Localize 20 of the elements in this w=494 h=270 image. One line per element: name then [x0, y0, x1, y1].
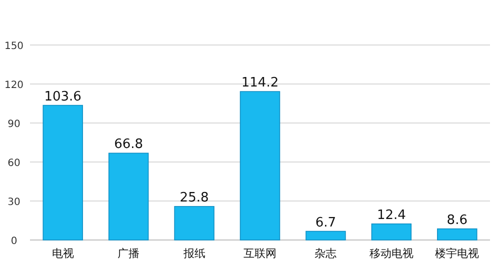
data-label: 114.2 [241, 76, 279, 91]
y-tick-label: 120 [4, 80, 24, 91]
data-label: 103.6 [44, 89, 82, 104]
y-tick-label: 30 [8, 197, 20, 208]
y-tick-label: 90 [8, 119, 20, 130]
data-label: 25.8 [180, 190, 209, 206]
data-label: 6.7 [315, 215, 336, 230]
y-tick-label: 60 [8, 158, 20, 169]
y-tick-label: 0 [10, 236, 18, 247]
data-label: 12.4 [376, 208, 406, 223]
x-tick-label: 广播 [118, 247, 140, 260]
y-tick-label: 150 [4, 41, 24, 52]
data-label: 8.6 [446, 212, 468, 228]
x-tick-label: 移动电视 [369, 247, 414, 260]
x-tick-label: 杂志 [314, 247, 337, 260]
x-tick-label: 楼宇电视 [435, 247, 480, 260]
x-tick-label: 互联网 [244, 247, 276, 260]
x-tick-label: 电视 [52, 247, 74, 260]
data-label: 66.8 [114, 137, 144, 152]
x-tick-label: 报纸 [182, 247, 206, 260]
